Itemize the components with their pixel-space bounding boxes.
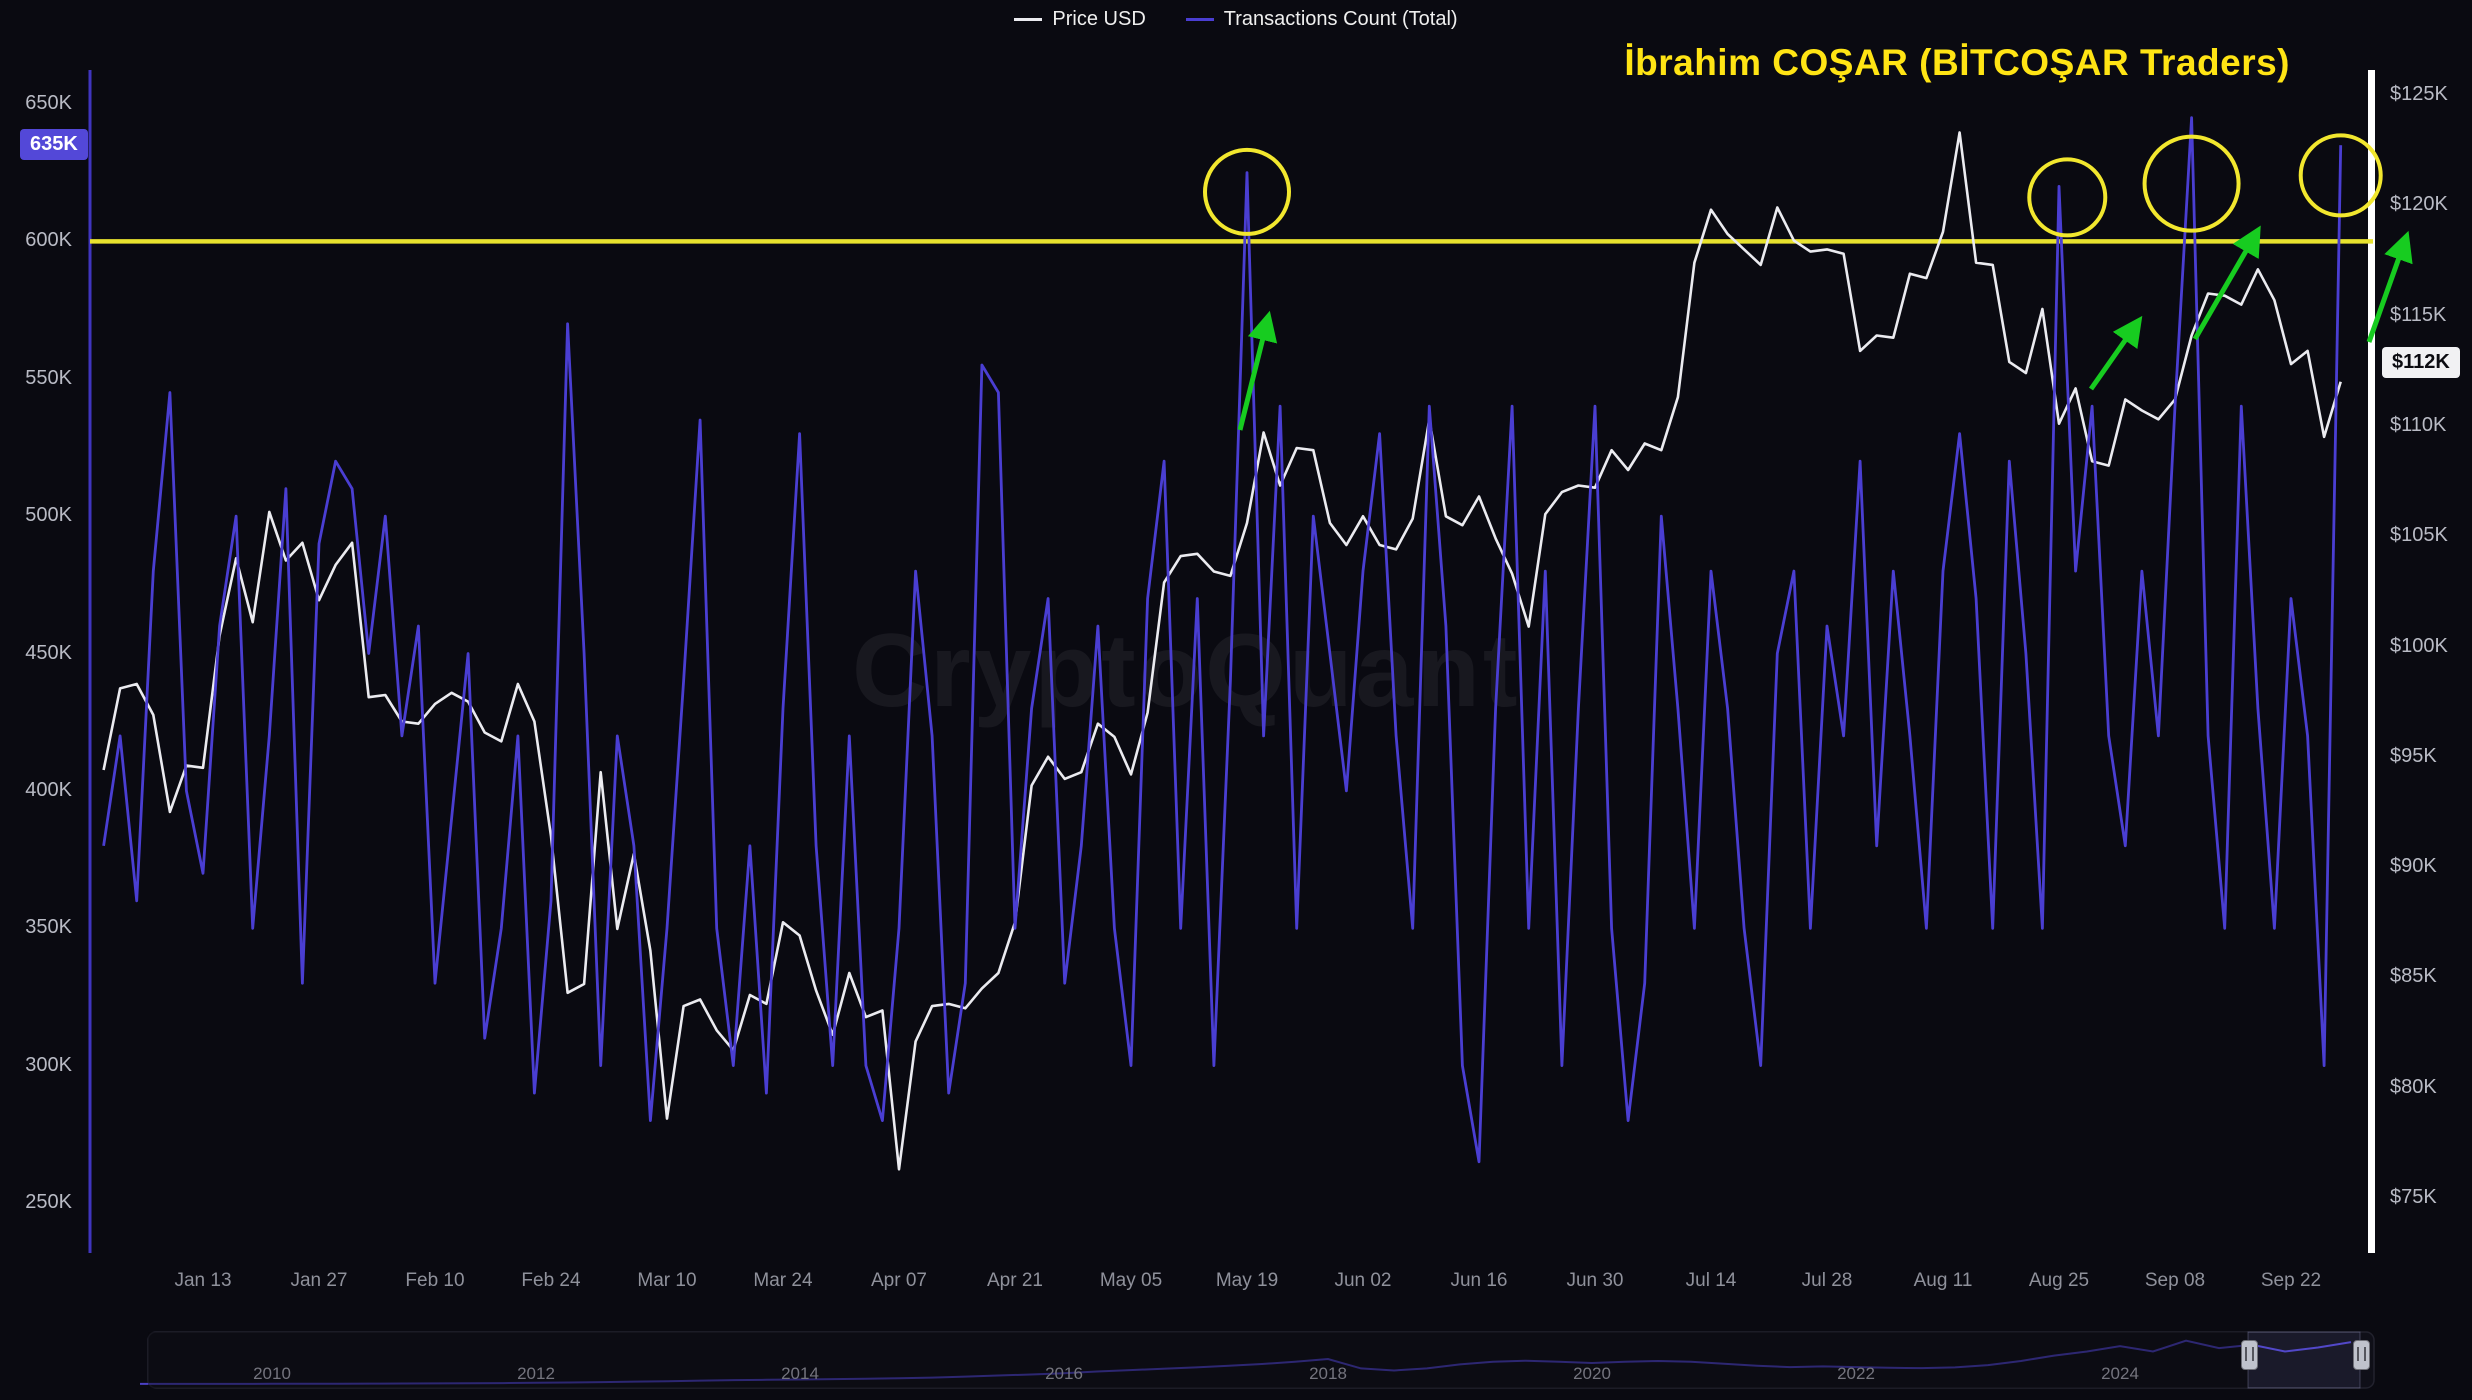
legend-item-price[interactable]: Price USD <box>1014 8 1146 31</box>
navigator-year-label: 2010 <box>253 1364 291 1383</box>
left-axis-line <box>88 70 92 1253</box>
navigator-year-label: 2024 <box>2101 1364 2139 1383</box>
price-line-swatch-icon <box>1014 18 1043 21</box>
legend-item-transactions[interactable]: Transactions Count (Total) <box>1185 8 1458 31</box>
x-axis-tick: Jun 02 <box>1334 1270 1392 1291</box>
navigator-year-label: 2020 <box>1573 1364 1611 1383</box>
x-axis-tick: Jan 13 <box>174 1270 232 1291</box>
navigator-year-label: 2018 <box>1309 1364 1347 1383</box>
right-axis-tick: $105K <box>2390 524 2448 547</box>
up-arrow-annotation <box>2366 230 2413 343</box>
navigator-right-handle[interactable] <box>2353 1340 2370 1370</box>
legend-price-label: Price USD <box>1052 8 1146 30</box>
navigator-left-handle[interactable] <box>2241 1340 2258 1370</box>
right-axis-tick: $95K <box>2390 744 2437 767</box>
price-current-badge: $112K <box>2382 346 2460 378</box>
x-axis-tick: Jun 16 <box>1450 1270 1508 1291</box>
right-axis-tick: $110K <box>2390 413 2447 436</box>
x-axis-tick: Jul 28 <box>1801 1270 1853 1291</box>
highlight-circle-annotation <box>2142 134 2241 233</box>
right-axis-tick: $80K <box>2390 1075 2437 1098</box>
navigator-selected-range[interactable] <box>2247 1331 2361 1389</box>
plot-area[interactable] <box>0 0 2472 1300</box>
x-axis-tick: Mar 24 <box>753 1270 813 1291</box>
x-axis-tick: Feb 24 <box>521 1270 581 1291</box>
x-axis-tick: Apr 21 <box>986 1270 1043 1291</box>
navigator-year-label: 2016 <box>1045 1364 1083 1383</box>
left-axis-tick: 300K <box>25 1053 72 1076</box>
timeline-navigator[interactable]: 2010 2012 2014 2016 2018 2020 2022 2024 <box>0 1326 2472 1400</box>
x-axis-tick: Aug 11 <box>1913 1270 1973 1291</box>
up-arrow-annotation <box>1237 310 1278 431</box>
price-series-line <box>102 131 2342 1171</box>
right-axis-tick: $125K <box>2390 83 2448 105</box>
navigator-year-label: 2012 <box>517 1364 555 1383</box>
x-axis-tick: Jun 30 <box>1566 1270 1624 1291</box>
x-axis-tick: Mar 10 <box>637 1270 697 1291</box>
highlight-circle-annotation <box>2298 133 2383 218</box>
legend-transactions-label: Transactions Count (Total) <box>1223 8 1458 30</box>
left-axis-tick: 650K <box>25 92 72 114</box>
x-axis-tick: May 19 <box>1215 1270 1279 1291</box>
right-axis-tick: $100K <box>2390 634 2448 657</box>
up-arrow-annotation <box>2088 315 2143 391</box>
chart-legend: Price USD Transactions Count (Total) <box>0 8 2472 31</box>
highlight-circle-annotation <box>2027 157 2108 238</box>
right-axis-line <box>2368 70 2375 1253</box>
navigator-sparkline[interactable] <box>0 1326 2472 1400</box>
x-axis-tick: Jul 14 <box>1685 1270 1737 1291</box>
x-axis-tick: Jan 27 <box>290 1270 348 1291</box>
chart-title-overlay: İbrahim COŞAR (BİTCOŞAR Traders) <box>1624 42 2290 83</box>
x-axis-tick: May 05 <box>1099 1270 1163 1291</box>
right-axis-tick: $90K <box>2390 855 2437 878</box>
transactions-current-badge: 635K <box>20 129 88 161</box>
right-axis-tick: $115K <box>2390 303 2447 326</box>
navigator-year-label: 2014 <box>781 1364 819 1383</box>
left-axis-tick: 350K <box>25 916 72 939</box>
navigator-series-line <box>140 1339 2352 1385</box>
x-axis-tick: Aug 25 <box>2028 1270 2090 1291</box>
left-axis-tick: 450K <box>25 641 72 664</box>
x-axis-tick: Sep 08 <box>2144 1270 2206 1291</box>
right-axis-tick: $75K <box>2390 1186 2437 1208</box>
right-axis-tick: $85K <box>2390 965 2437 988</box>
right-axis-tick: $120K <box>2390 193 2448 216</box>
x-axis-tick: Apr 07 <box>870 1270 927 1291</box>
navigator-year-label: 2022 <box>1837 1364 1875 1383</box>
left-axis-tick: 500K <box>25 504 72 527</box>
transactions-series-line <box>102 116 2343 1164</box>
main-chart-svg[interactable] <box>0 0 2472 1300</box>
left-axis-tick: 250K <box>25 1191 72 1213</box>
up-arrow-annotation <box>2192 225 2261 341</box>
watermark: CryptoQuant <box>852 613 1521 729</box>
left-axis-tick: 550K <box>25 366 72 389</box>
transactions-line-swatch-icon <box>1185 18 1214 21</box>
highlight-circle-annotation <box>1202 147 1291 236</box>
left-axis-tick: 600K <box>25 229 72 252</box>
left-axis-tick: 400K <box>25 778 72 801</box>
navigator-track[interactable] <box>147 1331 2375 1389</box>
x-axis-tick: Feb 10 <box>405 1270 465 1291</box>
x-axis-tick: Sep 22 <box>2260 1270 2322 1291</box>
navigator-mask-left <box>148 1332 2248 1388</box>
